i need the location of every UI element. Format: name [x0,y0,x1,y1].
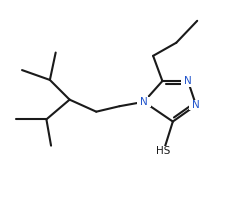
Text: N: N [139,97,147,107]
Bar [188,100,202,110]
Bar [136,97,150,107]
Text: N: N [191,100,199,110]
Text: N: N [183,76,191,86]
Text: HS: HS [156,146,170,156]
Bar [156,146,170,156]
Bar [180,76,194,86]
